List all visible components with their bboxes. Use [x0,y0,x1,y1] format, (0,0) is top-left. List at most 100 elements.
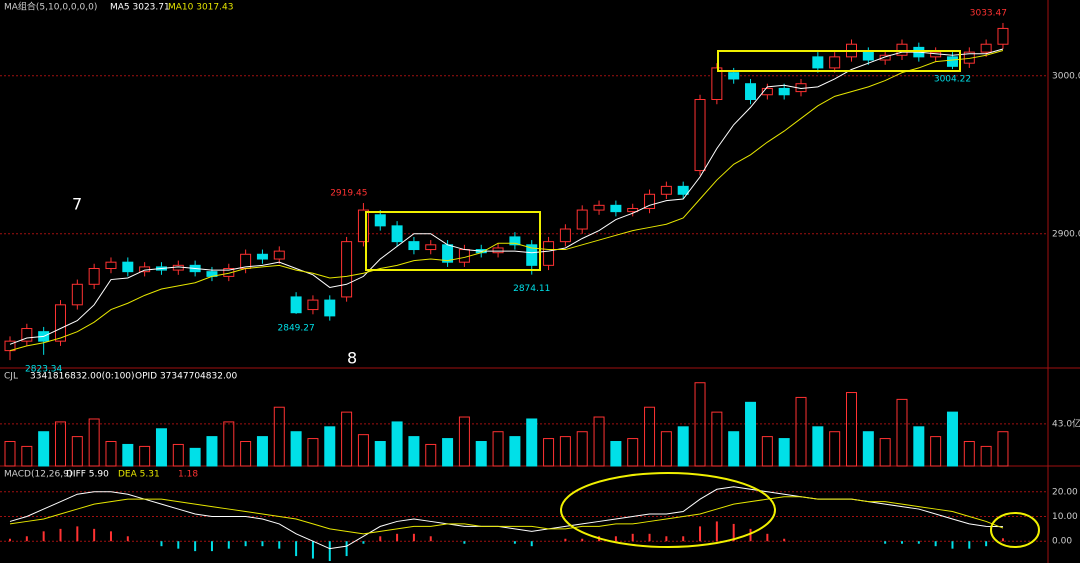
volume-bar [812,426,824,467]
candle-body [273,250,285,260]
volume-bar [694,382,706,467]
candle-body [660,185,672,195]
candle-body [761,87,773,96]
candle-body [879,54,891,61]
volume-bar [543,438,555,467]
volume-bar [509,436,521,467]
y-tick-label: 3000.00 [1052,71,1080,81]
ma10-label: MA10 3017.43 [168,3,233,13]
price-label: 2849.27 [278,323,315,333]
y-tick-label: 43.0亿 [1052,417,1080,429]
opid-value: OPID 37347704832.00 [135,372,238,382]
volume-bar [88,418,100,467]
candle-body [778,87,790,96]
price-label: 2874.11 [513,284,550,294]
volume-bar [862,431,874,467]
candle-body [357,209,369,243]
candle-body [391,225,403,243]
volume-bar [38,431,50,467]
volume-bar [290,431,302,467]
volume-bar [980,445,992,467]
price-label: 3033.47 [970,8,1007,18]
ma-line [9,50,1004,352]
volume-bar [71,436,83,467]
candle-body [980,43,992,53]
volume-bar [492,431,504,467]
candle-body [105,261,117,269]
candle-body [745,83,757,101]
candle-body [458,249,470,263]
volume-bar [846,392,857,467]
volume-bar [408,436,420,467]
candle-body [341,241,353,298]
volume-bar [273,406,285,467]
volume-bar [745,401,757,467]
volume-bar [391,421,403,467]
volume-bar [458,416,470,467]
volume-bar [374,441,386,467]
volume-bar [240,441,252,467]
volume-bar [206,436,218,467]
volume-bar [778,438,790,467]
volume-bar [795,396,807,467]
candle-body [829,56,841,69]
candle-body [374,214,386,227]
volume-bar [425,443,437,467]
candle-body [610,204,622,213]
volume-bar [610,441,622,467]
candle-body [71,283,83,306]
volume-bar [139,445,151,467]
note: 7 [72,195,82,214]
candle-body [307,299,319,311]
price-label: 3004.22 [934,75,971,85]
candle-body [997,27,1009,45]
candle-body [223,267,235,277]
candle-body [256,253,268,260]
volume-bar [593,416,605,467]
dea-value: DEA 5.31 [118,470,160,480]
price-label: 2919.45 [330,189,367,199]
candle-body [21,328,33,342]
volume-bar [644,406,656,467]
y-tick-label: 10.00 [1052,512,1078,522]
note: 8 [347,349,357,368]
volume-bar [963,441,975,467]
volume-bar [913,426,925,467]
candle-body [593,204,605,211]
candle-body [559,228,571,243]
volume-bar [442,438,454,467]
volume-bar [189,447,201,467]
volume-bar [829,431,841,467]
volume-bar [997,431,1009,467]
candle-body [122,261,134,273]
ma-line [9,486,1003,550]
candle-body [509,236,521,246]
y-tick-label: 0.00 [1052,537,1072,547]
highlight-box [717,50,961,72]
diff-value: DIFF 5.90 [66,470,109,480]
candle-body [627,207,639,213]
candle-body [728,72,740,80]
volume-bar [4,441,16,467]
volume-bar [559,436,571,467]
volume-bar [357,434,369,467]
macd-value: 1.18 [178,470,198,480]
volume-bar [711,411,723,467]
volume-bar [946,411,958,467]
highlight-box [365,211,541,271]
candle-body [492,247,504,254]
candle-body [88,267,100,285]
volume-bar [627,438,639,467]
volume-bar [324,426,336,467]
volume-bar [155,428,167,467]
candle-body [576,209,588,230]
candle-body [425,244,437,251]
highlight-ellipse [560,472,776,548]
volume-title: CJL [4,372,18,382]
volume-bar [307,438,319,467]
highlight-ellipse [990,512,1040,548]
volume-bar [728,431,740,467]
ma5-label: MA5 3023.71 [110,3,170,13]
volume-value: 3341816832.00(0:100) [30,372,135,382]
volume-bar [475,441,487,467]
